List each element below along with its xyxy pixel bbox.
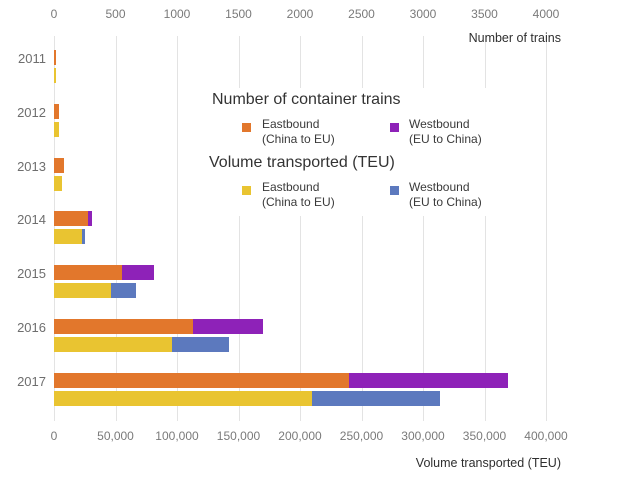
legend-line: (EU to China)	[409, 195, 482, 209]
top-axis-tick-label: 1000	[163, 7, 191, 21]
trains-bar-westbound-segment	[349, 372, 508, 388]
volume-bar-eastbound-segment	[54, 68, 56, 83]
legend-line: Eastbound	[262, 180, 320, 194]
trains-bar-eastbound-segment	[54, 319, 193, 335]
top-axis-tick-label: 0	[50, 7, 58, 21]
trains-bar-eastbound-segment	[54, 157, 64, 173]
gridline	[54, 36, 55, 421]
bottom-axis-title: Volume transported (TEU)	[415, 456, 561, 470]
volume-bar-westbound-segment	[312, 390, 441, 406]
year-label: 2015	[17, 266, 46, 282]
bottom-axis-tick-label: 100,000	[155, 429, 199, 443]
trains-bar-eastbound-segment	[54, 211, 89, 227]
bottom-axis-tick-label: 50,000	[97, 429, 134, 443]
volume-bar-westbound-segment	[82, 229, 86, 245]
gridline	[177, 36, 178, 421]
top-axis-tick-label: 3000	[409, 7, 437, 21]
legend-line: Westbound	[409, 180, 470, 194]
top-axis-tick-label: 2500	[348, 7, 375, 21]
trains-bar-eastbound-segment	[54, 103, 60, 119]
year-label: 2011	[18, 51, 46, 66]
volume-westbound-swatch-icon	[390, 186, 399, 195]
year-label: 2017	[17, 373, 46, 389]
year-label: 2013	[17, 158, 46, 174]
legend-line: (China to EU)	[262, 132, 335, 146]
volume-bar-eastbound-segment	[54, 121, 59, 137]
legend-line: Westbound	[409, 117, 470, 131]
gridline	[546, 36, 547, 421]
bottom-axis-tick-label: 0	[50, 429, 58, 443]
legend: Number of container trains Eastbound (Ch…	[203, 88, 509, 216]
top-axis-tick-label: 2000	[286, 7, 314, 21]
trains-westbound-swatch-icon	[390, 123, 399, 132]
volume-bar-eastbound-segment	[54, 175, 63, 191]
bottom-axis-tick-label: 300,000	[401, 429, 445, 443]
legend-volume-westbound-label: Westbound (EU to China)	[409, 180, 482, 210]
gridline	[115, 36, 117, 421]
trains-bar-westbound-segment	[88, 211, 93, 227]
bottom-axis-tick-label: 150,000	[216, 429, 261, 443]
year-label: 2012	[17, 104, 46, 120]
bottom-axis-tick-label: 350,000	[462, 429, 507, 443]
top-axis-tick-label: 1500	[225, 7, 252, 21]
gridline	[423, 36, 424, 421]
volume-bar-eastbound-segment	[54, 337, 173, 353]
legend-trains-title: Number of container trains	[212, 91, 401, 108]
legend-volume-title: Volume transported (TEU)	[209, 154, 395, 171]
year-label: 2014	[17, 212, 46, 228]
gridline	[484, 36, 486, 421]
volume-bar-westbound-segment	[110, 283, 137, 299]
legend-volume-eastbound-label: Eastbound (China to EU)	[262, 180, 335, 210]
gridline	[238, 36, 240, 421]
trains-bar-westbound-segment	[121, 265, 155, 281]
volume-bar-eastbound-segment	[54, 390, 313, 406]
volume-bar-westbound-segment	[172, 337, 229, 353]
legend-trains-eastbound-label: Eastbound (China to EU)	[262, 117, 335, 147]
year-label: 2016	[17, 320, 46, 336]
trains-bar-eastbound-segment	[54, 372, 350, 388]
gridline	[300, 36, 301, 421]
trains-bar-westbound-segment	[192, 319, 264, 335]
volume-bar-eastbound-segment	[54, 229, 83, 245]
legend-line: (China to EU)	[262, 195, 335, 209]
top-axis-tick-label: 500	[105, 7, 126, 21]
trains-eastbound-swatch-icon	[242, 123, 251, 132]
bottom-axis-tick-label: 200,000	[278, 429, 322, 443]
top-axis-tick-label: 4000	[532, 7, 560, 21]
top-axis-tick-label: 3500	[471, 7, 498, 21]
bottom-axis-tick-label: 400,000	[524, 429, 568, 443]
gridline	[361, 36, 363, 421]
bottom-axis-tick-label: 250,000	[339, 429, 384, 443]
legend-line: Eastbound	[262, 117, 320, 131]
trains-bar-eastbound-segment	[54, 50, 57, 65]
top-axis-title: Number of trains	[468, 31, 561, 45]
volume-eastbound-swatch-icon	[242, 186, 251, 195]
legend-line: (EU to China)	[409, 132, 482, 146]
legend-trains-westbound-label: Westbound (EU to China)	[409, 117, 482, 147]
volume-bar-eastbound-segment	[54, 283, 111, 299]
trains-bar-eastbound-segment	[54, 265, 122, 281]
